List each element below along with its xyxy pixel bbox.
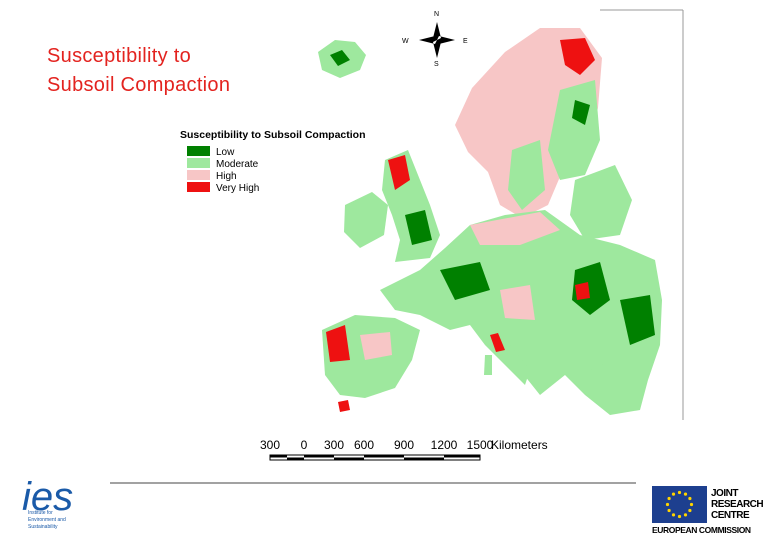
legend-swatch bbox=[187, 158, 210, 168]
scale-label: 1200 bbox=[431, 438, 458, 452]
eu-star bbox=[688, 508, 692, 513]
region bbox=[455, 28, 602, 218]
eu-star bbox=[667, 508, 671, 513]
jrc-name: CENTRE bbox=[711, 510, 750, 521]
scale-segment bbox=[444, 455, 480, 458]
scale-unit: Kilometers bbox=[491, 438, 548, 452]
scale-label: 1500 bbox=[467, 438, 494, 452]
legend: Susceptibility to Subsoil Compaction Low… bbox=[180, 129, 366, 194]
scale-label: 600 bbox=[354, 438, 374, 452]
region bbox=[560, 38, 595, 75]
region bbox=[338, 400, 350, 412]
region bbox=[484, 355, 492, 375]
jrc-name: JOINT bbox=[711, 488, 738, 499]
ies-caption: Institute for bbox=[28, 510, 53, 516]
region bbox=[330, 50, 350, 66]
legend-swatch bbox=[187, 170, 210, 180]
ies-logo: ies Institute for Environment and Sustai… bbox=[22, 475, 73, 530]
eu-star bbox=[665, 502, 670, 507]
region bbox=[360, 332, 392, 360]
region bbox=[344, 192, 388, 248]
map bbox=[318, 28, 662, 415]
legend-label: Low bbox=[216, 147, 235, 158]
compass-s: S bbox=[434, 61, 439, 68]
jrc-logo: JOINT RESEARCH CENTRE EUROPEAN COMMISSIO… bbox=[652, 486, 764, 535]
eu-star bbox=[671, 492, 676, 496]
jrc-name: RESEARCH bbox=[711, 499, 763, 510]
region bbox=[572, 262, 610, 315]
legend-label: High bbox=[216, 171, 237, 182]
legend-title: Susceptibility to Subsoil Compaction bbox=[180, 129, 366, 141]
eu-star bbox=[688, 496, 692, 501]
title-line: Subsoil Compaction bbox=[47, 74, 231, 96]
scale-bar: Kilometers 300 0 300 600 900 1200 1500 bbox=[260, 438, 548, 461]
scale-label: 900 bbox=[394, 438, 414, 452]
scale-segment bbox=[334, 457, 364, 460]
eu-stars bbox=[665, 490, 694, 519]
region bbox=[470, 212, 560, 245]
scale-segment bbox=[404, 457, 444, 460]
region bbox=[508, 140, 545, 210]
compass-n: N bbox=[434, 11, 439, 18]
scale-segment bbox=[270, 455, 287, 458]
scale-segment bbox=[304, 455, 334, 458]
eu-star bbox=[683, 513, 688, 517]
legend-label: Moderate bbox=[216, 159, 259, 170]
eu-star bbox=[677, 514, 682, 519]
region bbox=[570, 165, 632, 240]
scale-segment bbox=[287, 457, 304, 460]
ies-caption: Environment and bbox=[28, 517, 66, 523]
region bbox=[440, 262, 490, 300]
ies-mark: ies bbox=[22, 475, 73, 519]
region bbox=[620, 295, 655, 345]
region bbox=[470, 322, 530, 385]
legend-label: Very High bbox=[216, 183, 259, 194]
region bbox=[590, 360, 630, 410]
eu-star bbox=[671, 513, 676, 517]
region bbox=[500, 285, 535, 320]
scale-label: 300 bbox=[324, 438, 344, 452]
eu-star bbox=[677, 490, 682, 495]
compass-w: W bbox=[402, 38, 409, 45]
eu-star bbox=[667, 496, 671, 501]
legend-swatch bbox=[187, 146, 210, 156]
eu-star bbox=[683, 492, 688, 496]
eu-star bbox=[689, 502, 694, 507]
region bbox=[388, 155, 410, 190]
compass: N W E S bbox=[402, 11, 468, 68]
scale-label: 300 bbox=[260, 438, 280, 452]
commission-name: EUROPEAN COMMISSION bbox=[652, 525, 751, 535]
ies-caption: Sustainability bbox=[28, 524, 58, 530]
region bbox=[490, 333, 505, 352]
compass-rose bbox=[419, 22, 455, 58]
compass-e: E bbox=[463, 38, 468, 45]
region bbox=[575, 282, 590, 300]
title-line: Susceptibility to bbox=[47, 45, 192, 67]
region bbox=[405, 210, 432, 245]
scale-label: 0 bbox=[301, 438, 308, 452]
slide-title: Susceptibility to Subsoil Compaction bbox=[47, 42, 230, 100]
region bbox=[572, 100, 590, 125]
legend-swatch bbox=[187, 182, 210, 192]
scale-segment bbox=[364, 455, 404, 458]
region bbox=[326, 325, 350, 362]
